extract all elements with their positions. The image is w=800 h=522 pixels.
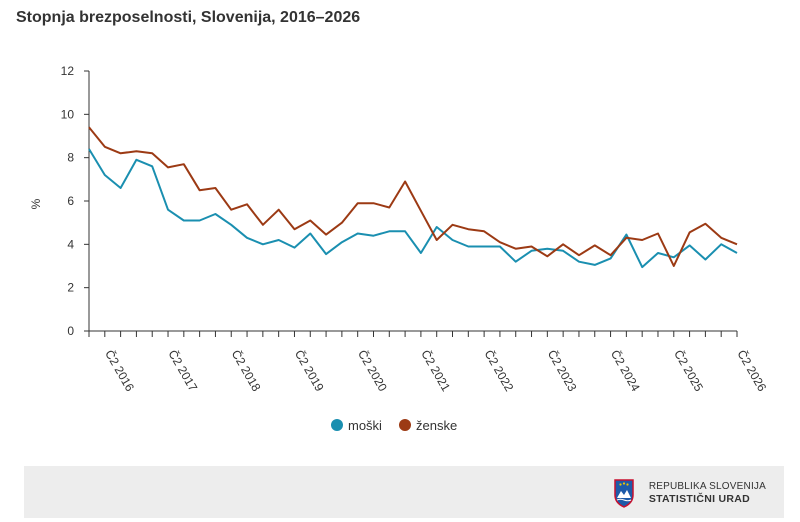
series-layer (88, 126, 738, 269)
logo-line-1: REPUBLIKA SLOVENIJA (648, 481, 766, 492)
logo-line-2: STATISTIČNI URAD (648, 493, 751, 505)
x-tick-label: Č2 2026 (734, 347, 770, 394)
x-axis: Č2 2016 Č2 2017 Č2 2018 Č2 2019 Č2 2020 Č2 20… (88, 330, 770, 394)
footer-bar: REPUBLIKA SLOVENIJA STATISTIČNI URAD (24, 466, 784, 518)
y-tick-label: 4 (67, 237, 74, 251)
x-tick-label: Č2 2023 (545, 347, 581, 394)
y-tick-label: 8 (67, 151, 74, 165)
y-tick-label: 2 (67, 281, 74, 295)
y-tick-label: 6 (67, 194, 74, 208)
x-tick-label: Č2 2021 (418, 347, 454, 394)
y-axis-label: % (29, 198, 43, 209)
surs-logo[interactable]: REPUBLIKA SLOVENIJA STATISTIČNI URAD (613, 478, 766, 508)
x-tick-label: Č2 2017 (165, 347, 201, 394)
x-tick-label: Č2 2020 (355, 347, 391, 394)
legend-marker-moški[interactable] (331, 419, 343, 431)
y-axis: 0 2 4 6 8 10 12% (29, 64, 90, 338)
x-tick-label: Č2 2018 (229, 347, 265, 394)
x-tick-label: Č2 2019 (292, 347, 328, 394)
y-tick-label: 10 (61, 107, 75, 121)
legend-marker-ženske[interactable] (399, 419, 411, 431)
legend-label-moški[interactable]: moški (348, 418, 382, 433)
x-tick-label: Č2 2025 (671, 347, 707, 394)
coat-of-arms-icon (614, 479, 634, 508)
y-tick-label: 12 (61, 64, 75, 78)
chart-title: Stopnja brezposelnosti, Slovenija, 2016–… (16, 9, 361, 26)
x-tick-label: Č2 2016 (102, 347, 138, 394)
series-line-ženske (88, 126, 738, 267)
x-tick-label: Č2 2024 (608, 347, 644, 394)
x-tick-label: Č2 2022 (482, 347, 518, 394)
legend: moški ženske (331, 418, 457, 433)
y-tick-label: 0 (67, 324, 74, 338)
legend-label-ženske[interactable]: ženske (416, 418, 457, 433)
series-line-moški (88, 148, 738, 269)
